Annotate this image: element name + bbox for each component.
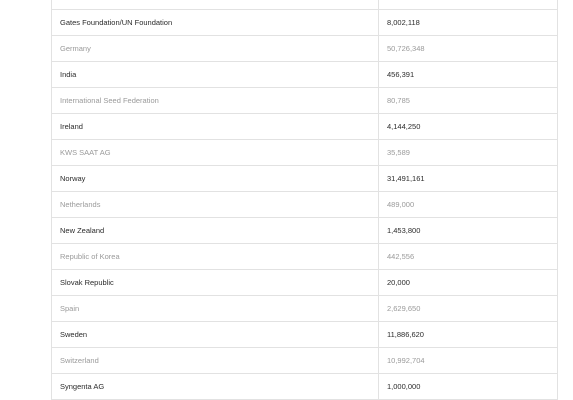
table-row: Ireland 4,144,250 — [52, 114, 557, 140]
table-row: India 456,391 — [52, 62, 557, 88]
amount-cell: 1,000,000 — [387, 381, 421, 391]
table-row: Republic of Korea 442,556 — [52, 244, 557, 270]
donor-name-cell: Germany — [52, 36, 379, 61]
donor-name-cell: Ireland — [52, 114, 379, 139]
donor-name-cell: Switzerland — [52, 348, 379, 373]
table-row: New Zealand 1,453,800 — [52, 218, 557, 244]
table-row: Netherlands 489,000 — [52, 192, 557, 218]
table-row: International Seed Federation 80,785 — [52, 88, 557, 114]
amount-cell: 2,629,650 — [387, 303, 421, 313]
table-row: Germany 50,726,348 — [52, 36, 557, 62]
table-row — [52, 0, 557, 10]
donor-name-cell: Syngenta AG — [52, 374, 379, 399]
amount-cell: 8,002,118 — [387, 17, 420, 27]
amount-cell: 35,589 — [387, 147, 410, 157]
donor-name-cell: Spain — [52, 296, 379, 321]
table-row: Switzerland 10,992,704 — [52, 348, 557, 374]
donor-name-cell: Norway — [52, 166, 379, 191]
amount-cell: 20,000 — [387, 277, 410, 287]
table-row: Sweden 11,886,620 — [52, 322, 557, 348]
donor-name-cell — [52, 0, 379, 9]
amount-cell: 50,726,348 — [387, 43, 425, 53]
donor-name-cell: India — [52, 62, 379, 87]
donor-name-cell: Netherlands — [52, 192, 379, 217]
amount-cell: 10,992,704 — [387, 355, 425, 365]
amount-cell: 4,144,250 — [387, 121, 421, 131]
donor-name-cell: Republic of Korea — [52, 244, 379, 269]
table-row: Norway 31,491,161 — [52, 166, 557, 192]
table-row: Gates Foundation/UN Foundation 8,002,118 — [52, 10, 557, 36]
amount-cell: 456,391 — [387, 69, 415, 79]
table-row: Spain 2,629,650 — [52, 296, 557, 322]
amount-cell: 11,886,620 — [387, 329, 424, 339]
table-row: KWS SAAT AG 35,589 — [52, 140, 557, 166]
donor-name-cell: Slovak Republic — [52, 270, 379, 295]
donor-name-cell: KWS SAAT AG — [52, 140, 379, 165]
amount-cell: 1,453,800 — [387, 225, 421, 235]
table-row: Syngenta AG 1,000,000 — [52, 374, 557, 400]
amount-cell: 31,491,161 — [387, 173, 425, 183]
donor-name-cell: International Seed Federation — [52, 88, 379, 113]
amount-cell: 80,785 — [387, 95, 410, 105]
amount-cell: 442,556 — [387, 251, 415, 261]
amount-cell — [379, 0, 557, 9]
donor-name-cell: New Zealand — [52, 218, 379, 243]
amount-cell: 489,000 — [387, 199, 415, 209]
donor-table: Gates Foundation/UN Foundation 8,002,118… — [51, 0, 558, 400]
donor-name-cell: Gates Foundation/UN Foundation — [52, 10, 379, 35]
table-row: Slovak Republic 20,000 — [52, 270, 557, 296]
donor-name-cell: Sweden — [52, 322, 379, 347]
